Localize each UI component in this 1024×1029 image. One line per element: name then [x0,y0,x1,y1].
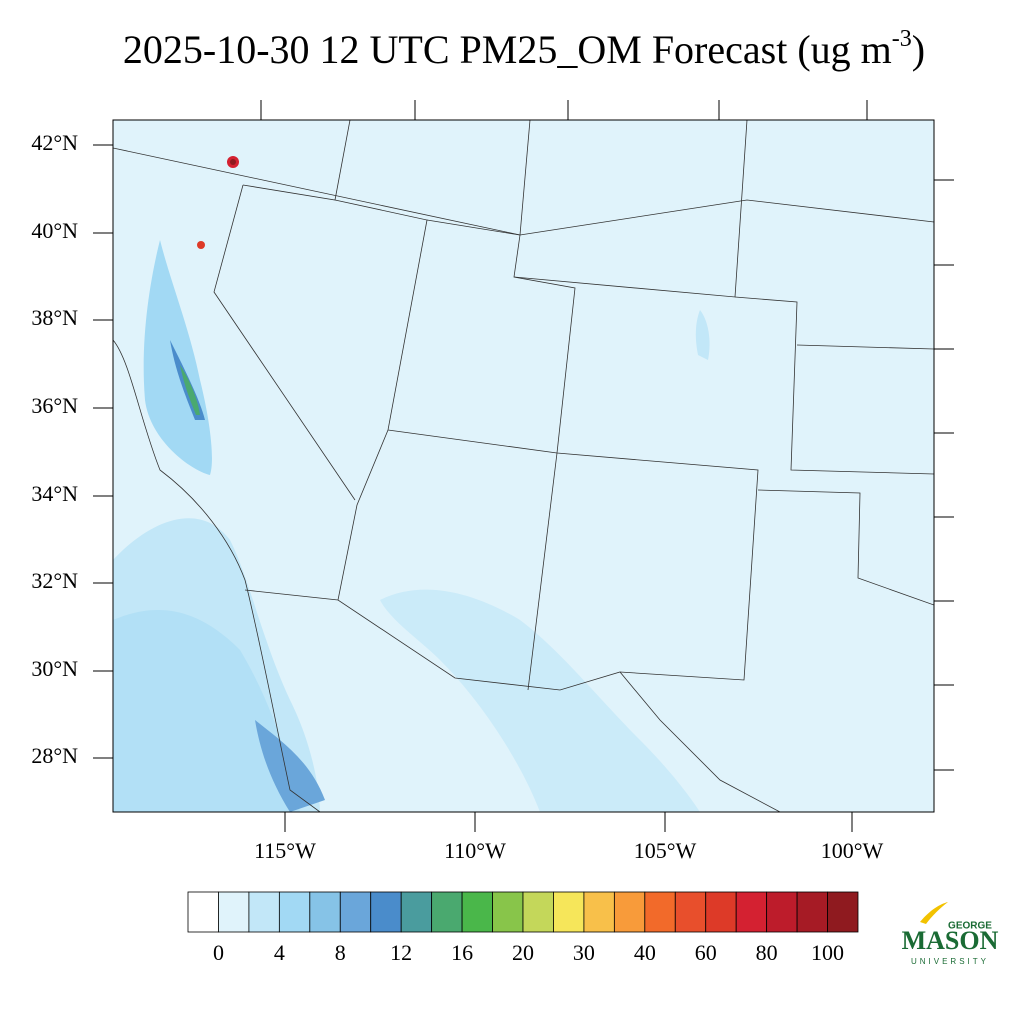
lon-labels: 115°W 110°W 105°W 100°W [254,812,884,863]
lon-label: 100°W [821,838,884,863]
colorbar-box [461,891,493,933]
colorbar-label: 40 [634,940,656,965]
colorbar-label: 60 [695,940,717,965]
colorbar-box [553,891,585,933]
colorbar-box [187,891,219,933]
lat-label: 36°N [31,393,78,418]
lat-label: 42°N [31,130,78,155]
lat-label: 28°N [31,743,78,768]
title-superscript: -3 [892,26,912,52]
lat-label: 32°N [31,568,78,593]
frame-ticks [260,100,954,771]
map-layer [113,120,934,812]
colorbar-box [278,891,311,933]
colorbar-box [400,891,433,933]
colorbar-label: 30 [573,940,595,965]
colorbar-label: 20 [512,940,534,965]
colorbar-box [735,891,768,933]
lon-label: 105°W [634,838,697,863]
lon-label: 115°W [254,838,316,863]
colorbar-box [766,891,798,933]
logo-bottom: UNIVERSITY [911,957,989,966]
colorbar-label: 8 [335,940,346,965]
colorbar-box [583,891,615,933]
colorbar: 0 4 8 12 16 20 30 40 60 80 100 [187,891,859,965]
colorbar-box [674,891,707,933]
logo-main: MASON [902,926,999,955]
colorbar-box [492,891,524,933]
colorbar-box [705,891,737,933]
colorbar-box [339,891,372,933]
title: 2025-10-30 12 UTC PM25_OM Forecast (ug m… [123,26,925,73]
title-end: ) [912,27,925,72]
colorbar-box [218,891,250,933]
colorbar-box [827,891,859,933]
map-frame [112,119,935,813]
colorbar-label: 16 [451,940,473,965]
colorbar-label: 12 [390,940,412,965]
colorbar-box [613,891,646,933]
lat-labels: 42°N 40°N 38°N 36°N 34°N 32°N 30°N 28°N [31,130,113,768]
lat-label: 40°N [31,218,78,243]
lon-label: 110°W [444,838,506,863]
colorbar-label: 80 [756,940,778,965]
colorbar-box [370,891,402,933]
logo-top: GEORGE [948,921,992,932]
colorbar-box [431,891,463,933]
colorbar-box [522,891,554,933]
lat-label: 30°N [31,656,78,681]
colorbar-box [248,891,280,933]
colorbar-label: 100 [811,940,844,965]
colorbar-box [796,891,828,933]
title-main: 2025-10-30 12 UTC PM25_OM Forecast (ug m [123,27,892,72]
logo: GEORGE MASON UNIVERSITY [902,902,999,966]
colorbar-box [309,891,341,933]
lat-label: 38°N [31,305,78,330]
colorbar-label: 0 [213,940,224,965]
colorbar-label: 4 [274,940,285,965]
lat-label: 34°N [31,481,78,506]
colorbar-box [644,891,676,933]
